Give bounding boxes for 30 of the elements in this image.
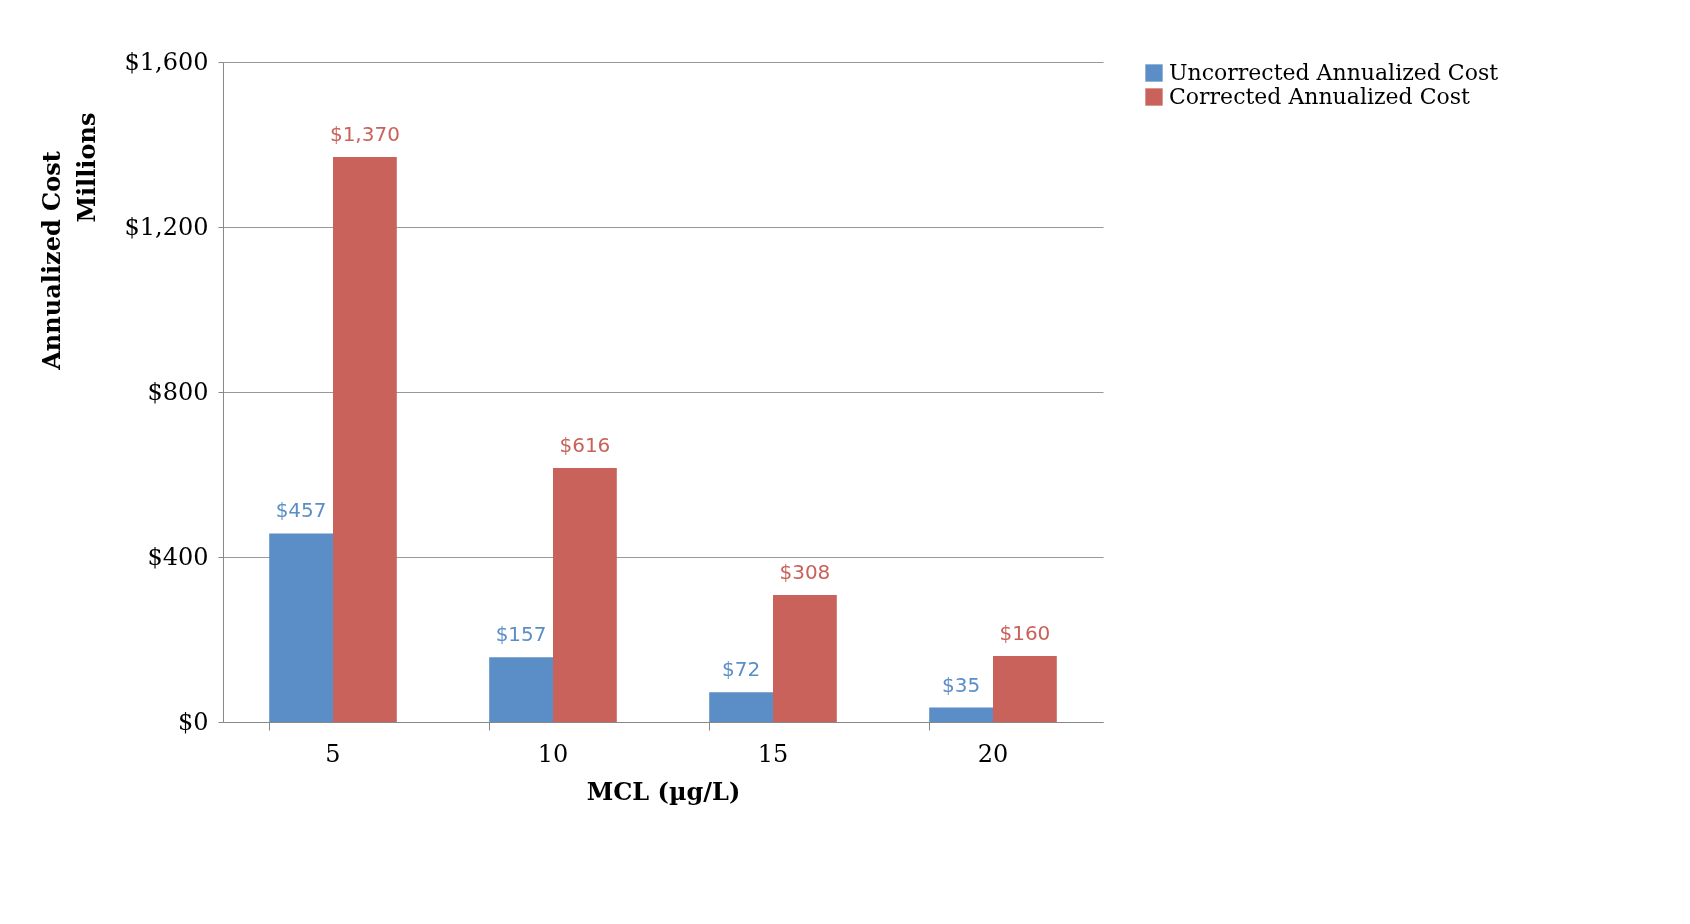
bar <box>993 656 1057 722</box>
x-tick-label: 15 <box>757 739 789 768</box>
legend-label: Uncorrected Annualized Cost <box>1169 60 1499 85</box>
y-tick-label: $1,200 <box>124 212 209 241</box>
data-label: $1,370 <box>329 121 400 146</box>
y-tick-label: $800 <box>147 377 209 406</box>
bar <box>709 692 773 722</box>
legend-label: Corrected Annualized Cost <box>1169 84 1471 109</box>
data-label: $457 <box>275 498 327 523</box>
x-axis-title: MCL (µg/L) <box>586 776 741 806</box>
text: Millions <box>72 112 101 223</box>
bar <box>929 707 993 722</box>
bar <box>269 533 333 722</box>
bar <box>773 594 837 722</box>
y-axis-title: Annualized Cost <box>36 151 66 371</box>
bar <box>489 657 553 722</box>
data-label: $157 <box>495 622 547 647</box>
bar <box>553 467 617 722</box>
y-tick-label: $0 <box>177 707 209 736</box>
x-tick-label: 20 <box>977 739 1009 768</box>
y-tick-label: $1,600 <box>124 47 209 76</box>
data-label: $616 <box>559 432 611 457</box>
x-tick-label: 10 <box>537 739 569 768</box>
data-label: $35 <box>942 672 981 697</box>
bar <box>333 156 397 722</box>
x-tick-label: 5 <box>325 739 341 768</box>
data-label: $72 <box>722 657 761 682</box>
data-label: $160 <box>999 621 1051 645</box>
y-tick-label: $400 <box>147 542 209 571</box>
data-label: $308 <box>779 559 831 584</box>
